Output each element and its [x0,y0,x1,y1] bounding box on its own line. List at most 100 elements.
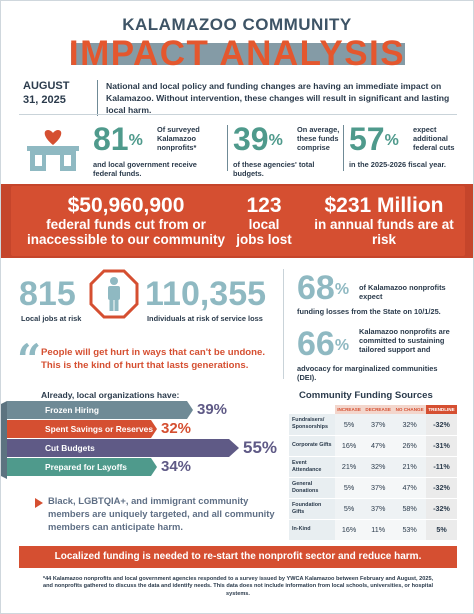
individuals-at-risk-value: 110,355 [145,275,267,313]
stat-side-text: Kalamazoo nonprofits are committed to su… [359,327,450,354]
stat-value: 81 [93,121,129,157]
stat-state-losses: 68% of Kalamazoo nonprofits expect fundi… [297,271,457,331]
stat-unit: % [334,337,350,354]
table-cell-trend: -31% [426,435,457,457]
impact-banner: $50,960,900 federal funds cut from or in… [1,184,473,258]
stat-below-text: advocacy for marginalized communities (D… [297,364,438,382]
table-cell-source: Fundraisers/ Sponsorships [289,414,335,436]
table-header: DECREASE [363,405,394,414]
table-cell-trend: -32% [426,477,457,499]
table-cell: 16% [335,435,364,457]
stat-side-text: On average, these funds comprise [297,125,340,152]
footnote: *44 Kalamazoo nonprofits and local gover… [42,576,434,597]
table-cell-source: Event Attendance [289,456,335,478]
targeted-communities-text: Black, LGBTQIA+, and immigrant community… [48,495,275,532]
divider [19,114,457,115]
table-cell: 47% [393,477,427,499]
divider [227,125,228,171]
stat-value: 66 [297,325,335,363]
stat-unit: % [128,132,143,149]
divider [283,269,284,379]
jobs-at-risk-value: 815 [19,275,76,313]
banner-federal-cut: $50,960,900 federal funds cut from or in… [23,194,229,248]
banner-value: 123 [246,194,282,217]
jobs-at-risk-label: Local jobs at risk [21,314,82,323]
stat-below-text: of these agencies' total budgets. [233,160,315,178]
table-row: Corporate Gifts 16% 47% 26% -31% [289,435,457,457]
table-row: General Donations 5% 37% 47% -32% [289,477,457,499]
bar-frozen-hiring [7,401,193,419]
table-cell: 26% [393,435,427,457]
title-underlay [71,43,405,65]
stat-below-text: in the 2025-2026 fiscal year. [349,160,446,169]
table-cell-trend: -32% [426,498,457,520]
banner-jobs-lost: 123 local jobs lost [233,194,295,248]
table-cell: 5% [335,498,364,520]
banner-funds-at-risk: $231 Million in annual funds are at risk [305,194,463,248]
table-cell: 21% [335,456,364,478]
table-cell-source: Foundation Gifts [289,498,335,520]
org-heading: KALAMAZOO COMMUNITY [122,15,352,34]
banner-label: local jobs lost [236,217,292,247]
table-cell-trend: 5% [426,519,457,541]
table-cell-source: General Donations [289,477,335,499]
stat-unit: % [268,132,283,149]
actions-arrow-graphic [1,401,239,479]
table-cell: 5% [335,477,364,499]
quote-icon: “ [17,335,42,384]
stat-side-text: Of surveyed Kalamazoo nonprofits* [157,125,200,152]
person-stop-icon [89,269,139,319]
bar-value: 34% [161,458,192,475]
page-title: IMPACT ANALYSIS [1,35,473,73]
stat-value: 39 [233,121,269,157]
table-cell: 11% [363,519,394,541]
table-cell-source: Corporate Gifts [289,435,335,457]
table-cell-trend: -32% [426,414,457,436]
table-cell: 58% [393,498,427,520]
page-title-text: IMPACT ANALYSIS [68,34,406,73]
stat-below-text: and local government receive federal fun… [93,160,197,178]
bullet-arrow-icon [35,498,43,508]
stat-dei-commitment: 66% Kalamazoo nonprofits are committed t… [297,327,457,387]
quote-text: People will get hurt in ways that can't … [41,347,266,371]
banner-value: $231 Million [324,194,444,217]
table-header-row: INCREASE DECREASE NO CHANGE TRENDLINE [289,405,457,414]
arrow-fold [1,401,7,479]
banner-value: $50,960,900 [67,194,185,217]
report-date: AUGUST 31, 2025 [23,80,70,106]
individuals-at-risk-label: Individuals at risk of service loss [147,314,263,323]
table-cell: 37% [363,414,394,436]
table-row: Fundraisers/ Sponsorships 5% 37% 32% -32… [289,414,457,436]
table-header: TRENDLINE [426,405,457,414]
stat-side-text: expect additional federal cuts [413,125,455,152]
table-title: Community Funding Sources [299,390,433,401]
table-row: Foundation Gifts 5% 37% 58% -32% [289,498,457,520]
impact-banner-inner [11,186,465,256]
bar-spent-savings [7,420,157,438]
call-to-action-bar: Localized funding is needed to re-start … [19,546,457,568]
table-cell: 32% [363,456,394,478]
table-cell: 47% [363,435,394,457]
stat-below-text: funding losses from the State on 10/1/25… [297,307,441,316]
stat-unit: % [334,281,350,298]
table-cell: 16% [335,519,364,541]
table-header-blank [289,405,335,414]
divider [343,125,344,171]
banner-label: in annual funds are at risk [314,217,454,247]
stat-side-text: of Kalamazoo nonprofits expect [359,283,446,301]
banner-label: federal funds cut from or inaccessible t… [26,217,226,247]
table-header: NO CHANGE [393,405,427,414]
house-heart-icon [27,130,79,171]
table-cell: 37% [363,477,394,499]
bar-label: Spent Savings or Reserves [45,424,153,434]
table-cell: 5% [335,414,364,436]
table-row: Event Attendance 21% 32% 21% -11% [289,456,457,478]
bar-prepared-layoffs [7,458,157,476]
table-cell-trend: -11% [426,456,457,478]
bar-cut-budgets [7,439,239,457]
stat-value: 57 [349,121,385,157]
table-cell: 37% [363,498,394,520]
bar-label: Cut Budgets [45,443,95,453]
table-row: In-Kind 16% 11% 53% 5% [289,519,457,541]
